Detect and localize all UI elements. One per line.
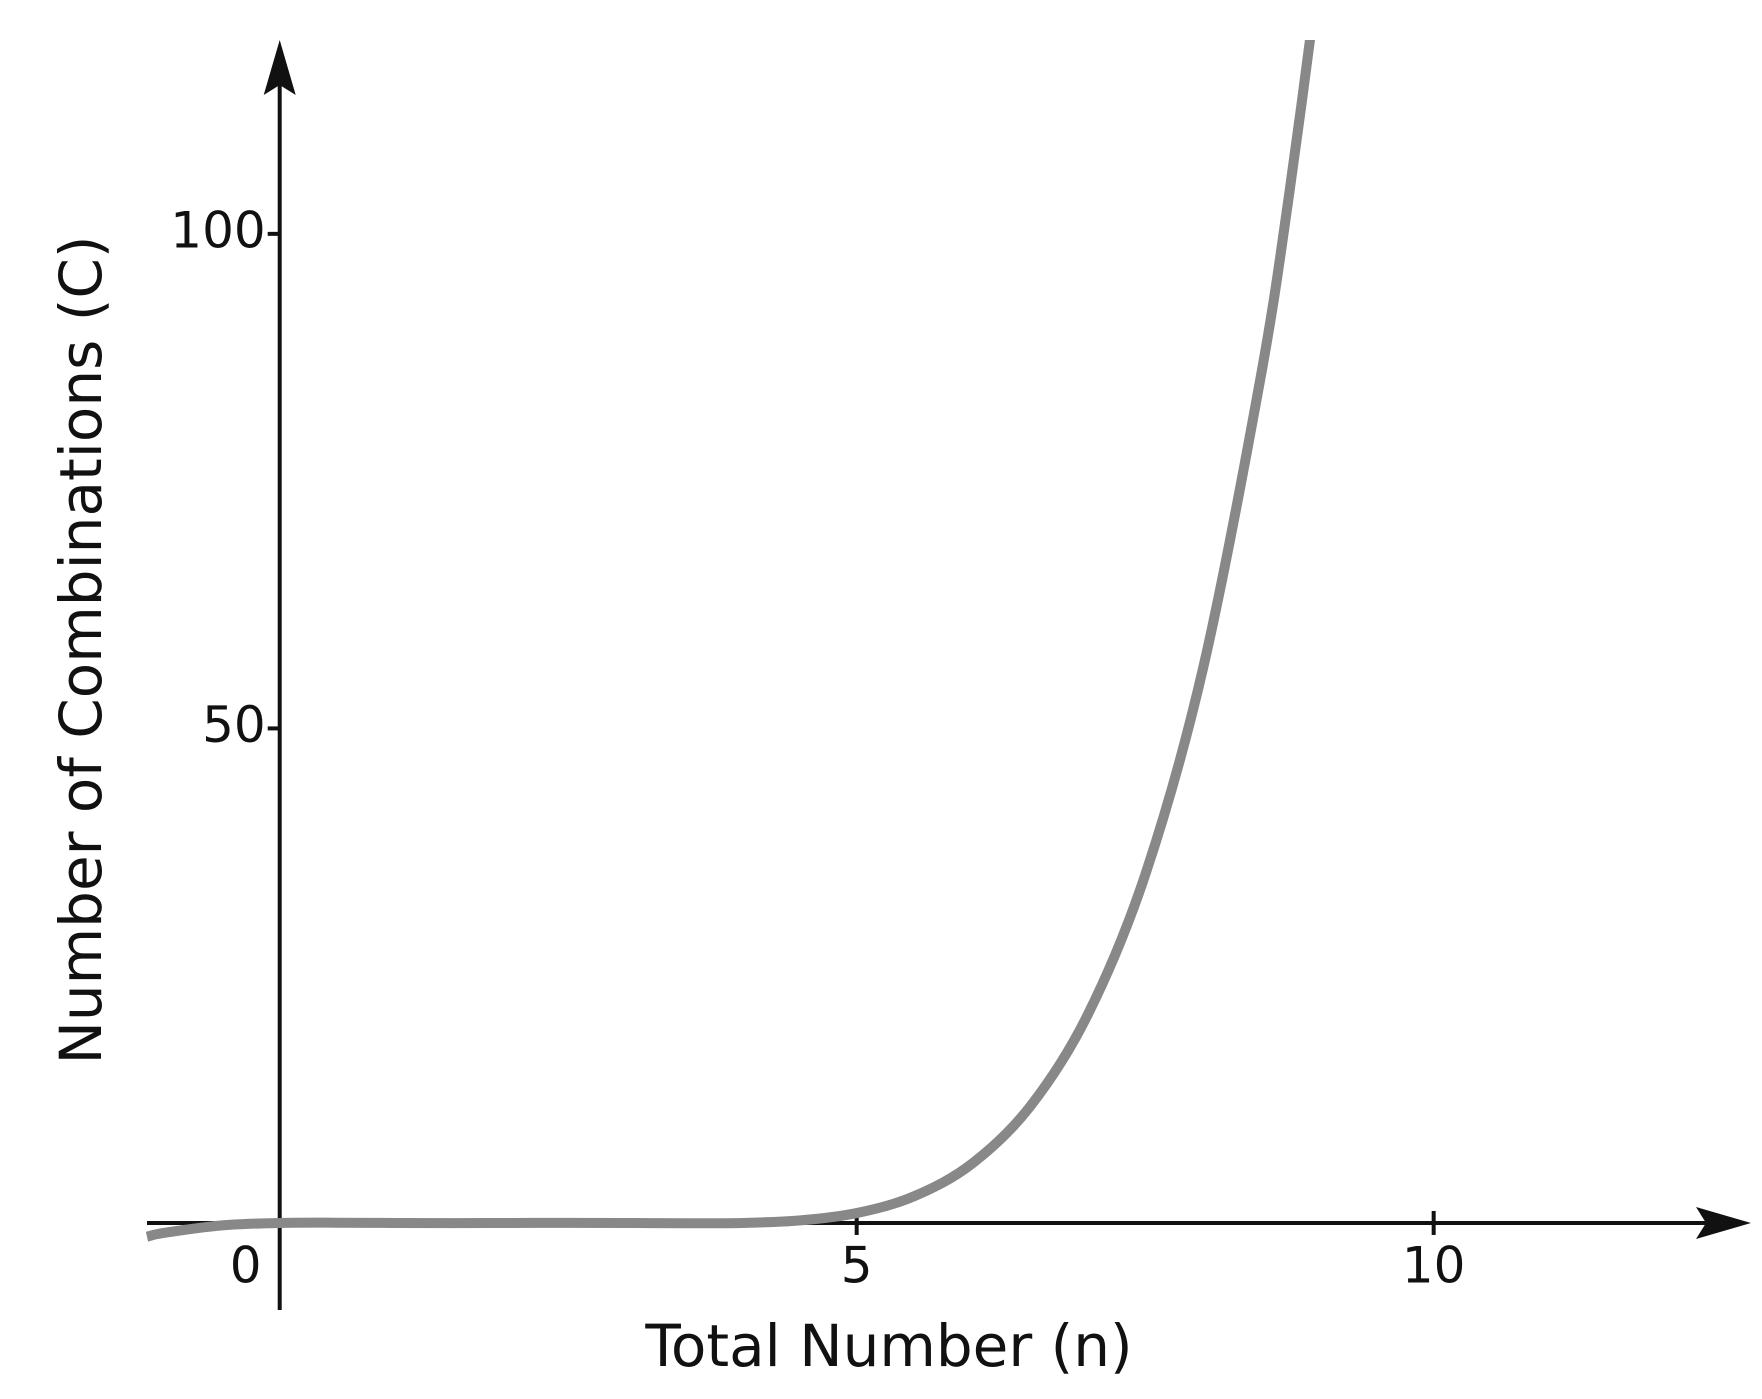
y-axis-arrow <box>263 40 296 95</box>
y-tick-label: 100 <box>170 201 265 259</box>
x-axis-title: Total Number (n) <box>644 1312 1132 1380</box>
x-tick-label: 0 <box>230 1236 262 1294</box>
x-axis-arrow <box>1696 1206 1751 1239</box>
x-tick-label: 5 <box>841 1236 873 1294</box>
y-axis-title: Number of Combinations (C) <box>47 236 115 1065</box>
curve <box>145 40 1316 1242</box>
y-tick-label: 50 <box>202 696 266 754</box>
x-tick-label: 10 <box>1402 1236 1466 1294</box>
